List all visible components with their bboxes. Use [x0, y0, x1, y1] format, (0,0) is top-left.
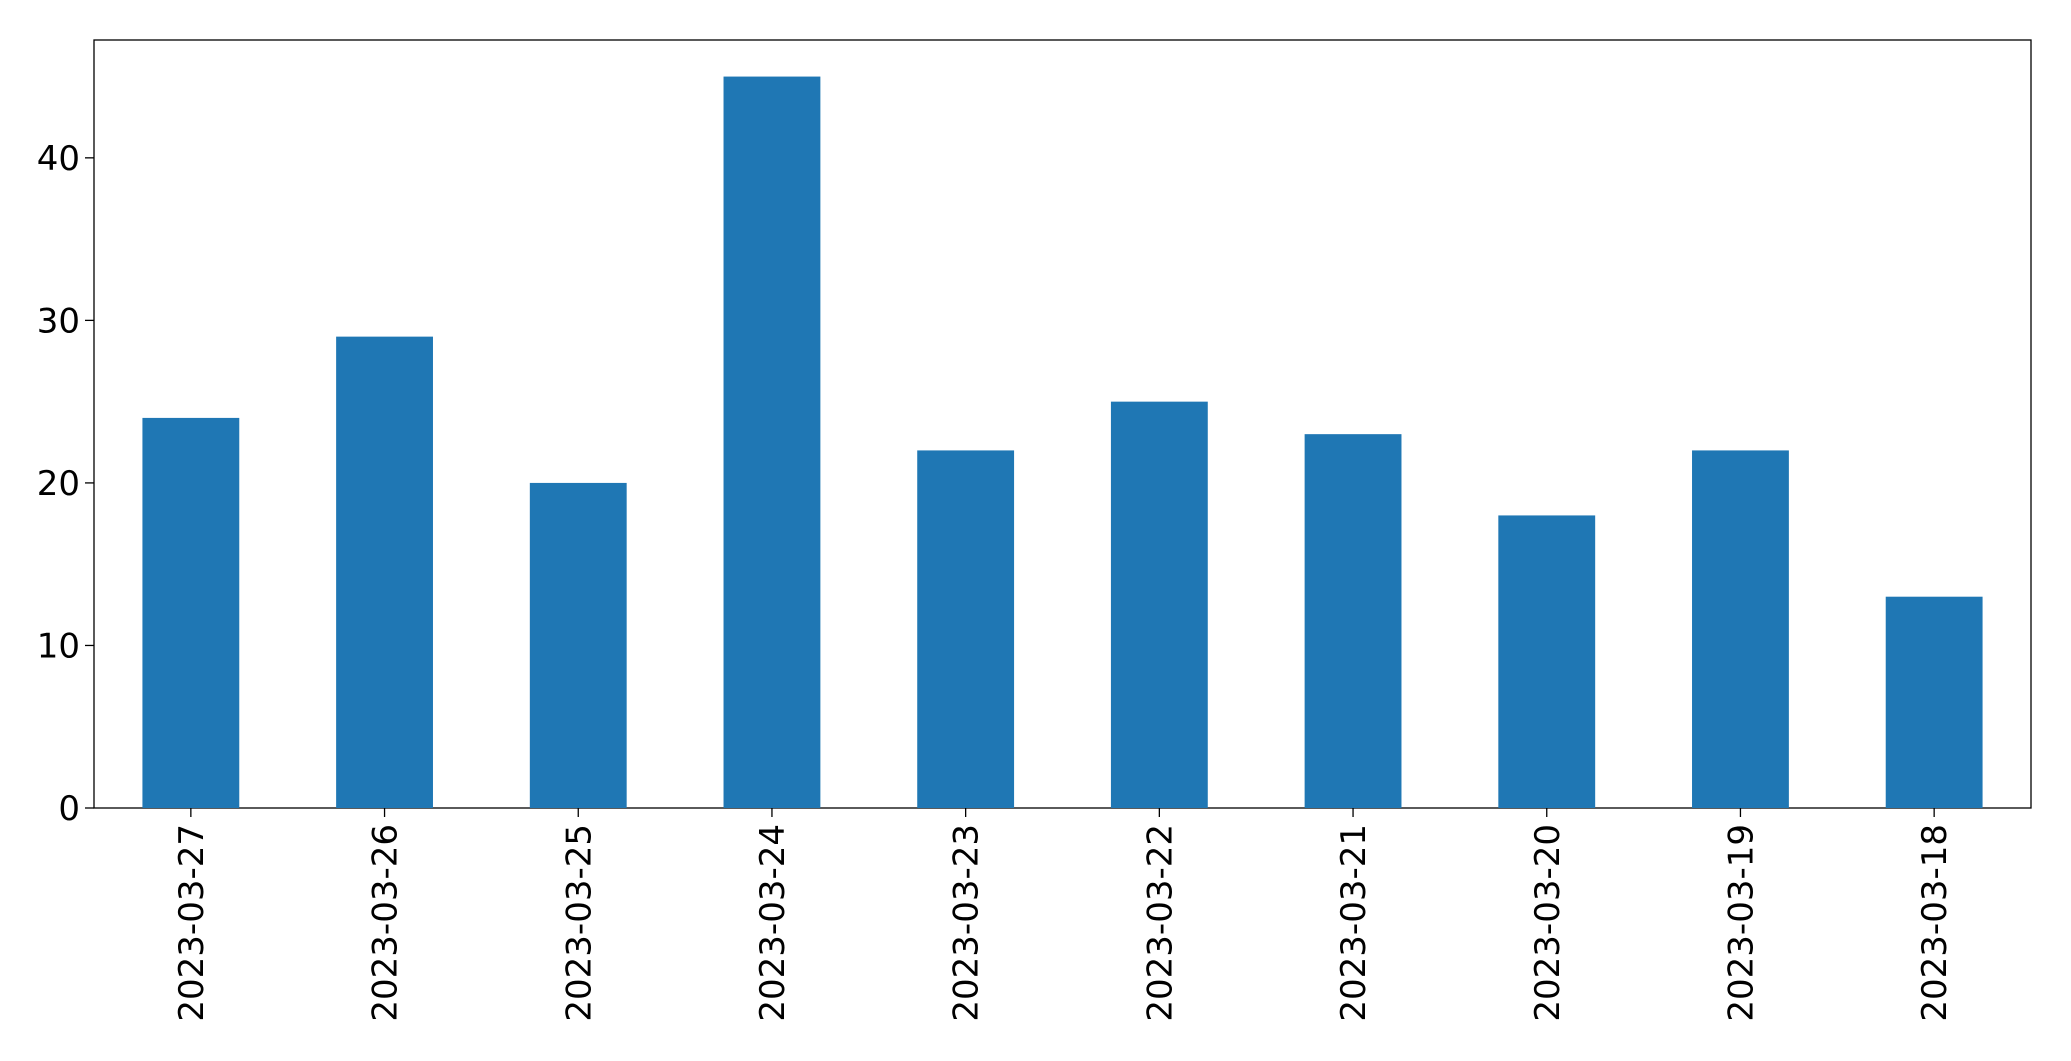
bar [336, 336, 433, 808]
bar [529, 482, 627, 808]
x-tick-label: 2023-03-25 [559, 824, 599, 1022]
x-tick-label: 2023-03-23 [947, 824, 987, 1022]
x-tick-label: 2023-03-22 [1140, 824, 1180, 1022]
y-tick-label: 20 [37, 464, 80, 504]
x-tick-label: 2023-03-27 [172, 824, 212, 1022]
plot-frame [93, 39, 2032, 809]
bar [1110, 401, 1208, 808]
bar [1692, 450, 1789, 808]
x-tick-label: 2023-03-18 [1915, 824, 1955, 1022]
x-tick-label: 2023-03-19 [1721, 824, 1761, 1022]
x-tick-label: 2023-03-20 [1528, 824, 1568, 1022]
y-tick-label: 30 [37, 301, 80, 341]
y-tick-label: 40 [37, 139, 80, 179]
bar [142, 417, 240, 808]
y-tick-label: 0 [58, 789, 80, 829]
bar [917, 450, 1015, 808]
bar [1885, 596, 1983, 808]
bar [1304, 434, 1402, 808]
bar [723, 76, 821, 809]
x-tick-label: 2023-03-24 [753, 824, 793, 1022]
y-tick-label: 10 [37, 626, 80, 666]
x-tick-label: 2023-03-26 [366, 824, 406, 1022]
x-tick-label: 2023-03-21 [1334, 824, 1374, 1022]
bar [1498, 515, 1596, 808]
